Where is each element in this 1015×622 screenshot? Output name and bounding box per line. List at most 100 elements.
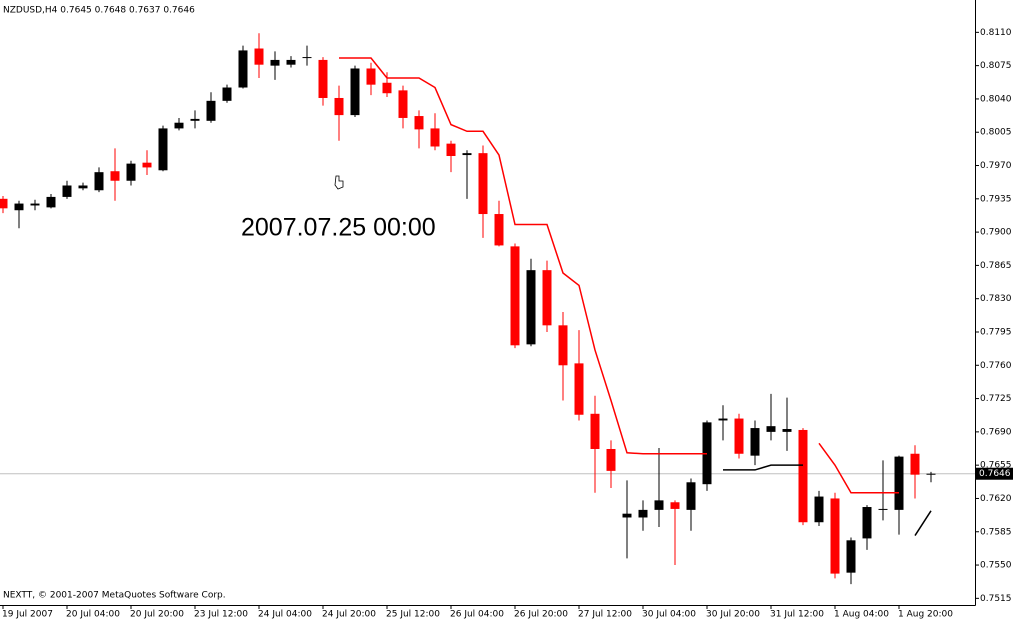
y-tick-label: 0.7550 [980, 561, 1012, 571]
cursor [334, 175, 344, 190]
candle-body [110, 171, 120, 181]
candle-body [718, 418, 728, 421]
candle-body [126, 163, 136, 181]
candle-body [734, 418, 744, 454]
candle-body [254, 48, 264, 65]
candle-body [238, 50, 248, 88]
candle-body [894, 456, 904, 510]
candle-body [670, 502, 680, 509]
y-tick-label: 0.8040 [980, 94, 1012, 104]
y-tick-label: 0.7585 [980, 527, 1012, 537]
candle-body [46, 196, 56, 208]
indicator-line [723, 464, 803, 471]
y-tick-label: 0.7830 [980, 294, 1012, 304]
y-tick-label: 0.7935 [980, 194, 1012, 204]
indicator-line [818, 442, 899, 494]
candle-body [766, 426, 776, 432]
y-tick-label: 0.7690 [980, 427, 1012, 437]
x-tick-label: 19 Jul 2007 [2, 610, 53, 620]
candle-body [142, 162, 152, 168]
candle-body [542, 270, 552, 326]
x-tick-label: 26 Jul 04:00 [450, 610, 504, 620]
candle-body [270, 59, 280, 66]
candle-body [846, 540, 856, 573]
y-tick-label: 0.7865 [980, 261, 1012, 271]
candle-body [862, 507, 872, 539]
candle-body [574, 363, 584, 415]
candle-body [302, 57, 312, 59]
x-tick-label: 24 Jul 20:00 [322, 610, 376, 620]
candle-body [30, 203, 40, 206]
candle-body [654, 500, 664, 510]
candle-body [814, 496, 824, 523]
candle-body [510, 246, 520, 346]
x-tick-label: 24 Jul 04:00 [258, 610, 312, 620]
y-tick-label: 0.7795 [980, 327, 1012, 337]
candle-body [78, 185, 88, 189]
x-tick-label: 1 Aug 20:00 [898, 610, 953, 620]
y-tick-label: 0.8075 [980, 61, 1012, 71]
candle-body [94, 172, 104, 191]
y-tick-label: 0.7515 [980, 594, 1012, 604]
candle-body [606, 448, 616, 471]
candle-body [206, 100, 216, 121]
x-tick-label: 1 Aug 04:00 [834, 610, 889, 620]
candle-body [350, 68, 360, 116]
candle-body [622, 513, 632, 518]
candle-body [398, 90, 408, 118]
indicator-line [339, 57, 707, 455]
candle-body [174, 122, 184, 129]
candle-body [526, 270, 536, 345]
candle-body [750, 428, 760, 456]
candle-body [382, 82, 392, 94]
x-tick-label: 25 Jul 12:00 [386, 610, 440, 620]
x-tick-label: 30 Jul 04:00 [642, 610, 696, 620]
candle-body [190, 118, 200, 121]
candle-body [798, 429, 808, 523]
candle-body [14, 203, 24, 211]
y-tick-label: 0.8110 [980, 28, 1012, 38]
candle-body [366, 68, 376, 85]
candle-body [334, 97, 344, 116]
candle-body [686, 482, 696, 510]
x-tick-label: 23 Jul 12:00 [194, 610, 248, 620]
x-tick-label: 27 Jul 12:00 [578, 610, 632, 620]
y-tick-label: 0.7620 [980, 494, 1012, 504]
candle-body [0, 198, 8, 209]
y-tick-label: 0.7655 [980, 461, 1012, 471]
candle-body [430, 128, 440, 147]
candle-body [286, 59, 296, 65]
footer: NEXTT, © 2001-2007 MetaQuotes Software C… [3, 591, 226, 601]
x-tick-label: 26 Jul 20:00 [514, 610, 568, 620]
candle-body [158, 128, 168, 171]
y-tick-label: 0.8005 [980, 128, 1012, 138]
candle-body [926, 473, 936, 475]
candle-body [62, 185, 72, 197]
chart-title: NZDUSD,H4 0.7645 0.7648 0.7637 0.7646 [3, 6, 195, 16]
candle-body [558, 325, 568, 366]
candle-body [782, 429, 792, 432]
x-tick-label: 30 Jul 20:00 [706, 610, 760, 620]
candle-body [318, 59, 328, 98]
x-tick-label: 20 Jul 20:00 [130, 610, 184, 620]
y-tick-label: 0.7970 [980, 161, 1012, 171]
candle-body [910, 453, 920, 475]
x-tick-label: 31 Jul 12:00 [770, 610, 824, 620]
indicator-line [914, 510, 932, 536]
y-tick-label: 0.7725 [980, 394, 1012, 404]
last-price-label: 0.7646 [979, 469, 1011, 479]
candle-body [462, 153, 472, 156]
last-price-box [976, 467, 1013, 480]
candle-body [414, 116, 424, 130]
candle-body [878, 508, 888, 510]
annotation: 2007.07.25 00:00 [241, 214, 436, 242]
y-tick-label: 0.7760 [980, 361, 1012, 371]
candle-body [830, 498, 840, 574]
candle-body [478, 153, 488, 215]
y-tick-label: 0.7900 [980, 228, 1012, 238]
candle-body [638, 509, 648, 518]
candle-body [494, 214, 504, 246]
